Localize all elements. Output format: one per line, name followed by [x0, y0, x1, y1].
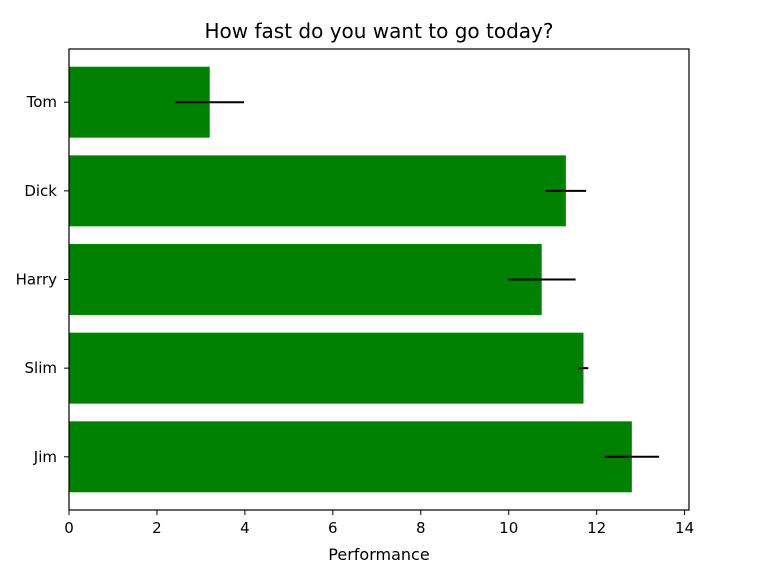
chart-title: How fast do you want to go today? [205, 19, 554, 43]
bar-slim [69, 332, 584, 404]
x-tick-label: 14 [675, 519, 694, 537]
x-tick-label: 4 [240, 519, 250, 537]
x-tick-label: 10 [499, 519, 518, 537]
x-tick-label: 0 [64, 519, 74, 537]
y-tick-label: Slim [25, 359, 57, 377]
x-axis: 0 2 4 6 8 10 12 14 [64, 510, 694, 537]
x-axis-label: Performance [328, 545, 429, 564]
error-bars-layer [175, 101, 660, 458]
y-tick-label: Tom [26, 93, 57, 111]
x-tick-label: 2 [152, 519, 162, 537]
bar-harry [69, 244, 542, 315]
y-axis: Tom Dick Harry Slim Jim [16, 93, 69, 466]
bars-layer [69, 66, 632, 493]
x-tick-label: 8 [416, 519, 426, 537]
bar-dick [69, 155, 566, 227]
y-tick-label: Dick [24, 182, 57, 200]
y-tick-label: Harry [16, 271, 58, 289]
bar-jim [69, 421, 632, 493]
y-tick-label: Jim [33, 448, 57, 466]
x-tick-label: 12 [587, 519, 606, 537]
x-tick-label: 6 [328, 519, 338, 537]
